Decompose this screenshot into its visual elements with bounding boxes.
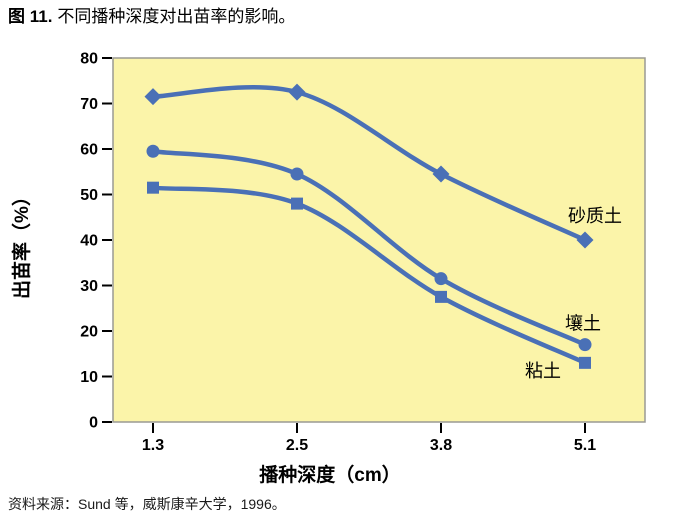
y-tick-label: 40 [80, 233, 98, 250]
series-loam-line [150, 149, 588, 347]
series-clay-marker-3 [579, 356, 591, 369]
series-clay-marker-1 [291, 197, 303, 210]
series-loam-marker-0 [146, 144, 160, 158]
series-sandy-soil-marker-2 [432, 165, 450, 183]
x-tick-label: 5.1 [574, 437, 596, 454]
x-axis-title: 播种深度（cm） [259, 463, 400, 486]
series-sandy-soil-label: 砂质土 [568, 206, 622, 226]
series-loam-marker-1 [290, 167, 304, 181]
plot-area [112, 57, 646, 423]
series-loam-marker-2 [434, 272, 448, 286]
series-clay-marker-0 [147, 181, 159, 194]
series-sandy-soil-line [150, 85, 588, 243]
y-tick-label: 70 [80, 96, 98, 113]
x-tick-label: 2.5 [286, 437, 308, 454]
y-axis-title: 出苗率（%） [10, 187, 33, 299]
y-tick-label: 10 [80, 369, 98, 386]
figure-number: 图 11. [8, 7, 53, 26]
y-tick-label: 80 [80, 51, 98, 68]
figure-title: 图 11. 不同播种深度对出苗率的影响。 [8, 6, 295, 28]
y-tick-label: 30 [80, 278, 98, 295]
source-note: 资料来源：Sund 等，威斯康辛大学，1996。 [8, 496, 286, 512]
series-sandy-soil-marker-0 [144, 88, 162, 106]
series-clay-line [150, 185, 588, 366]
series-loam-label: 壤土 [565, 314, 601, 334]
figure-title-text: 不同播种深度对出苗率的影响。 [57, 7, 296, 26]
series-sandy-soil-marker-1 [288, 83, 306, 101]
series-clay-marker-2 [435, 290, 447, 303]
x-tick-label: 1.3 [142, 437, 164, 454]
y-tick-label: 20 [80, 324, 98, 341]
series-sandy-soil-marker-3 [576, 231, 594, 249]
y-tick-label: 0 [89, 415, 98, 432]
y-tick-label: 50 [80, 187, 98, 204]
y-tick-label: 60 [80, 142, 98, 159]
series-loam-marker-3 [578, 338, 592, 352]
x-tick-label: 3.8 [430, 437, 452, 454]
series-clay-label: 粘土 [525, 361, 561, 381]
